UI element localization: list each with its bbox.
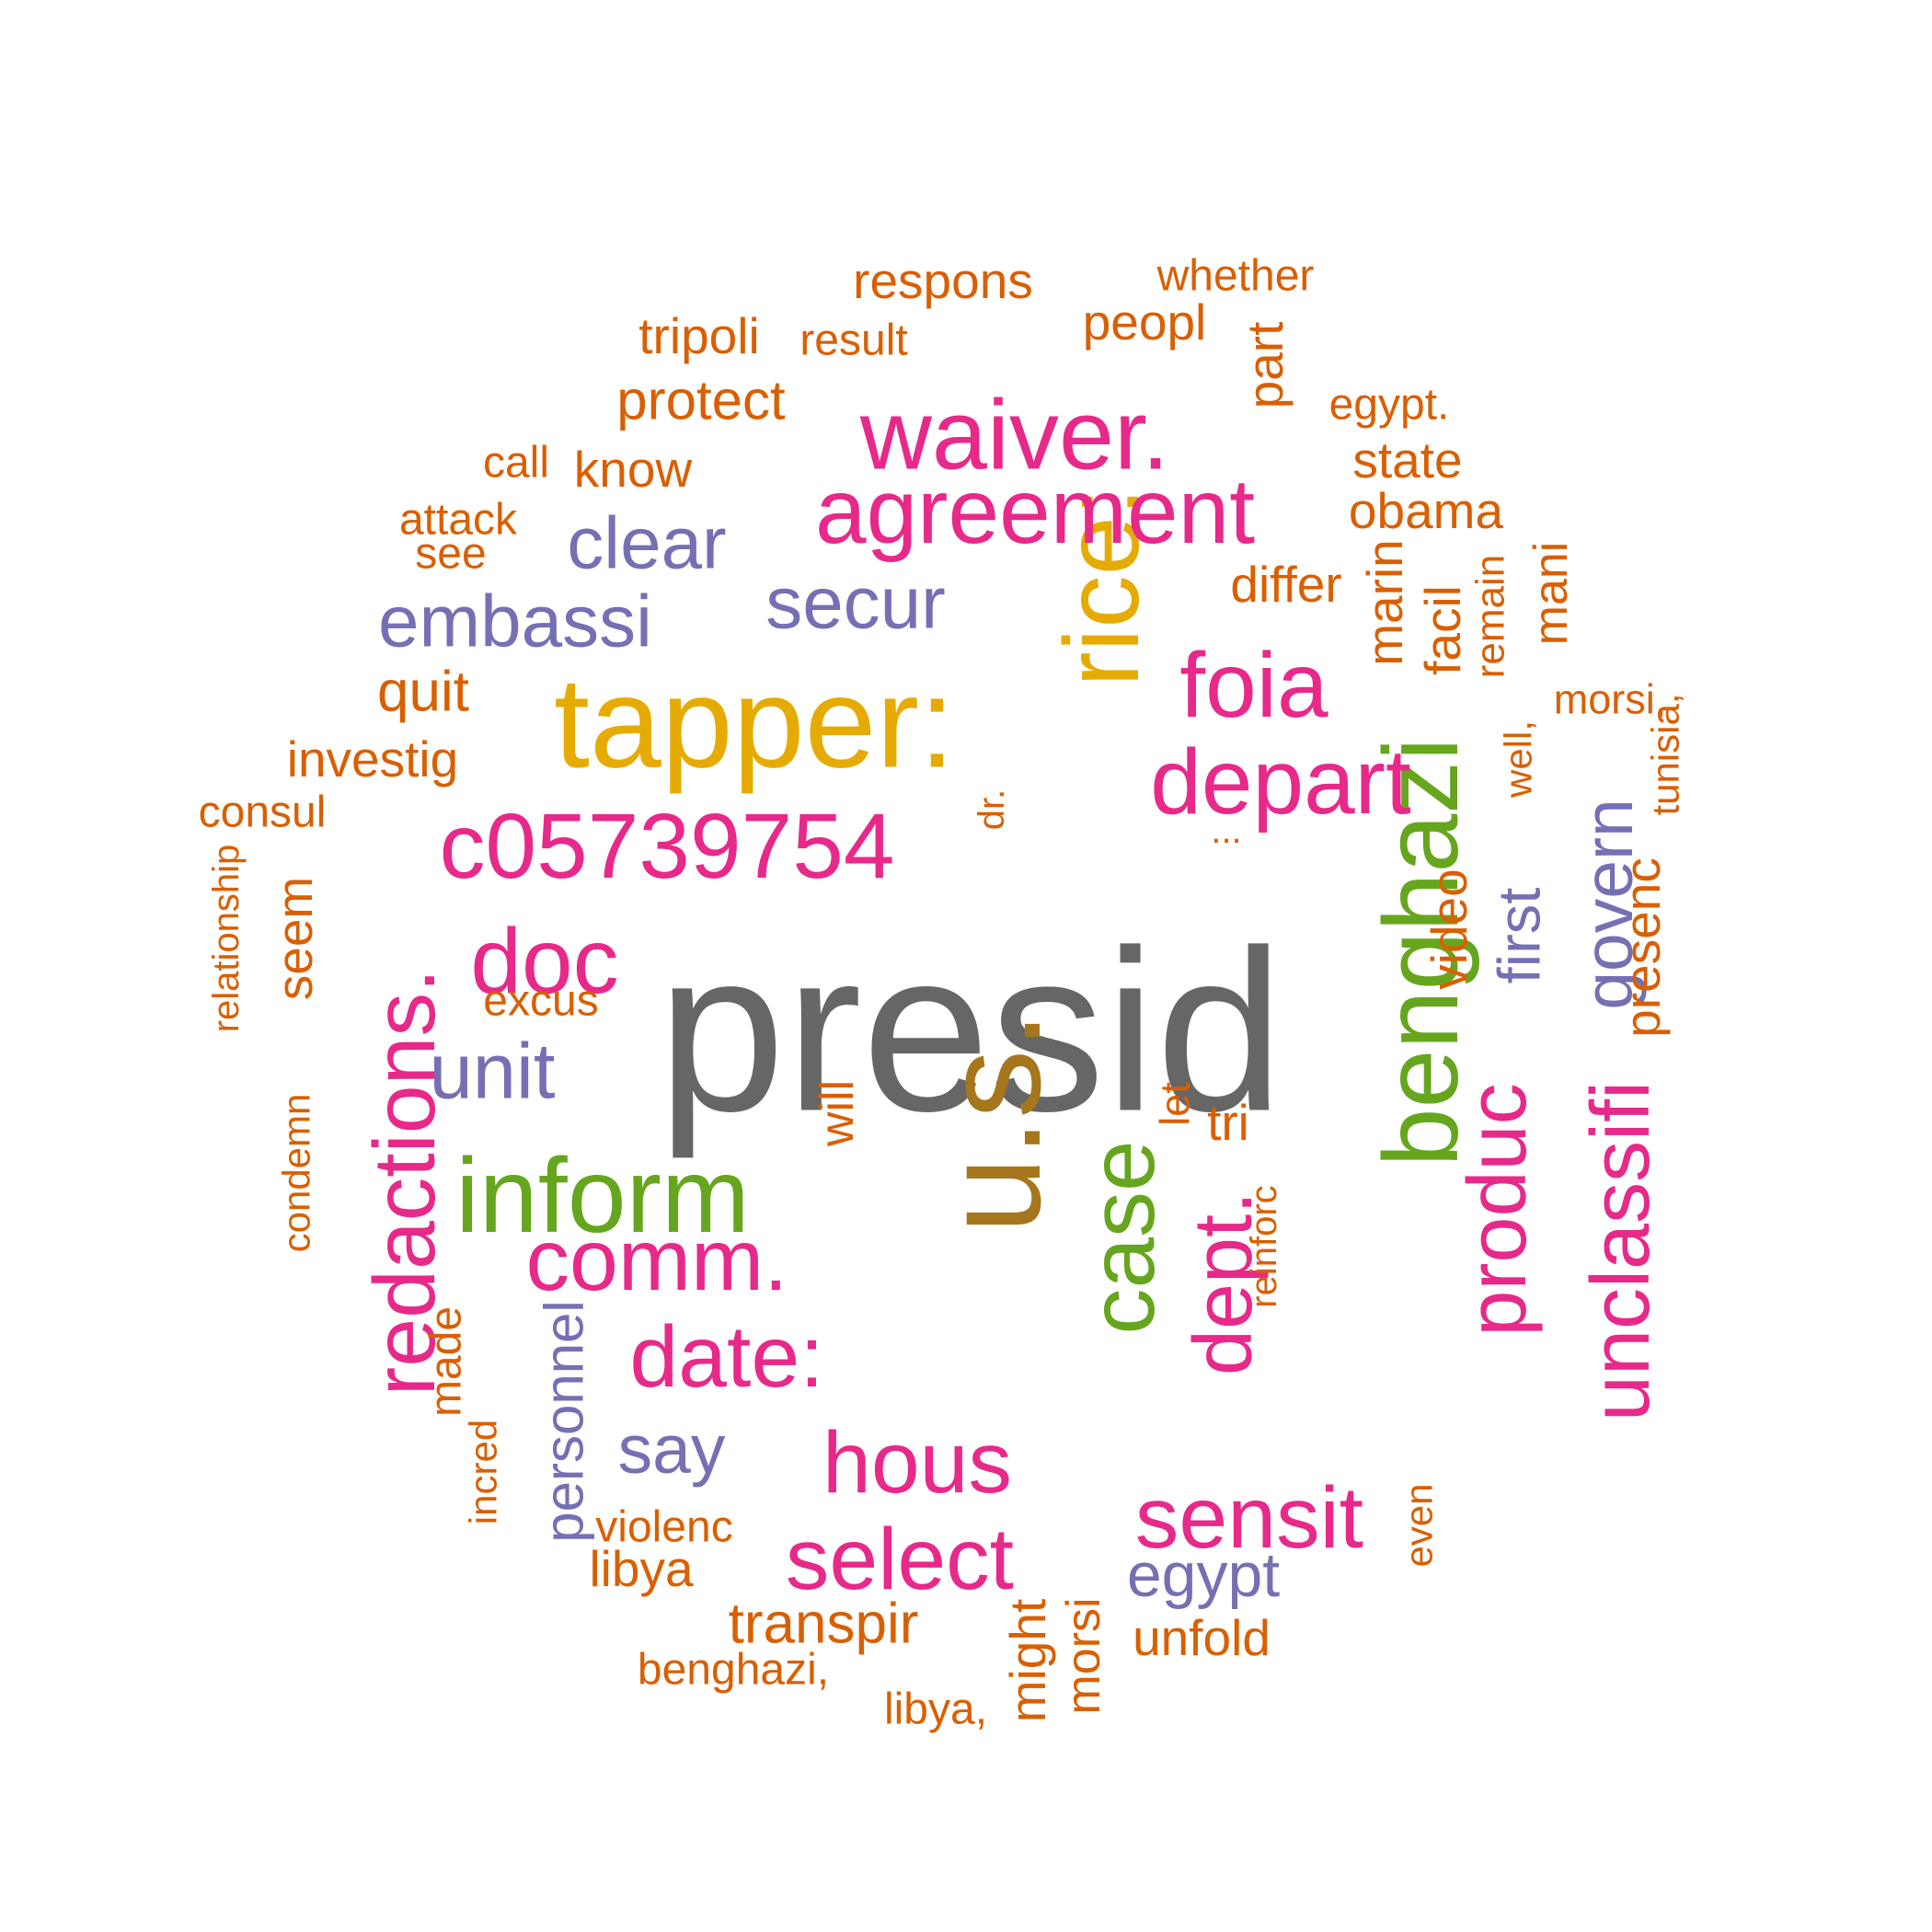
word-39: call <box>483 439 549 488</box>
word-57: ... <box>1211 811 1241 851</box>
word-10: depart <box>1150 730 1411 834</box>
word-55: well, <box>1497 720 1540 799</box>
word-60: video <box>1420 868 1478 989</box>
word-11: c05739754 <box>440 795 895 898</box>
word-50: quit <box>377 661 469 724</box>
word-52: investig <box>287 730 458 788</box>
word-31: respons <box>853 252 1033 309</box>
word-66: will <box>811 1080 864 1147</box>
word-21: unclassifi <box>1575 1081 1667 1421</box>
word-29: first <box>1486 888 1553 984</box>
word-44: see <box>415 530 486 579</box>
word-25: unit <box>429 1029 555 1116</box>
word-5: inform <box>455 1137 750 1255</box>
word-38: egypt. <box>1329 381 1450 430</box>
word-13: doc <box>470 910 618 1013</box>
word-33: tripoli <box>638 307 759 364</box>
word-8: agreement <box>815 460 1255 563</box>
word-36: part <box>1236 322 1294 409</box>
word-26: say <box>618 1410 726 1488</box>
word-14: comm. <box>526 1212 788 1309</box>
word-27: personnel <box>534 1300 595 1543</box>
word-59: seem <box>266 877 323 1001</box>
word-34: result <box>799 316 907 365</box>
word-0: presid <box>658 903 1284 1159</box>
word-62: excus <box>483 977 598 1026</box>
word-63: condemn <box>275 1094 318 1253</box>
word-48: remain <box>1468 555 1513 679</box>
word-22: clear <box>567 502 726 584</box>
word-61: presenc <box>1614 857 1671 1038</box>
word-7: waiver. <box>859 379 1169 490</box>
word-56: dr. <box>972 789 1012 830</box>
word-15: date: <box>629 1308 823 1406</box>
word-1: u.s. <box>914 1011 1069 1234</box>
word-65: tri <box>1207 1094 1249 1151</box>
word-16: hous <box>822 1414 1012 1512</box>
word-2: tapper: <box>554 650 955 795</box>
word-3: rice: <box>1043 487 1161 686</box>
word-18: sensit <box>1135 1469 1363 1567</box>
word-67: reinforc <box>1244 1185 1284 1307</box>
word-58: relationship <box>206 845 247 1033</box>
word-35: peopl <box>1083 293 1207 351</box>
word-4: benghazi <box>1363 738 1480 1167</box>
word-17: select <box>786 1511 1014 1608</box>
word-51: morsi, <box>1554 676 1667 723</box>
word-6: case <box>1071 1140 1174 1334</box>
word-37: protect <box>616 370 786 431</box>
word-72: transpir <box>729 1593 919 1656</box>
word-12: redactions. <box>356 969 454 1397</box>
word-45: differ <box>1230 556 1341 613</box>
word-53: tunisia, <box>1644 693 1687 815</box>
word-20: produc <box>1452 1083 1544 1336</box>
word-74: unfold <box>1133 1609 1271 1666</box>
word-46: marin <box>1356 539 1413 666</box>
word-24: embassi <box>378 581 652 662</box>
word-54: consul <box>199 788 327 837</box>
word-73: even <box>1397 1483 1441 1567</box>
word-77: morsi <box>1057 1597 1110 1714</box>
word-41: state <box>1352 431 1462 489</box>
word-64: let <box>1152 1082 1199 1126</box>
word-43: obama <box>1349 482 1504 539</box>
word-9: foia <box>1179 634 1328 737</box>
word-71: libya <box>589 1540 694 1597</box>
word-47: facil <box>1414 585 1471 675</box>
word-70: violenc <box>595 1503 732 1552</box>
word-76: might <box>999 1599 1056 1723</box>
word-28: egypt <box>1127 1540 1280 1610</box>
word-75: benghazi, <box>638 1646 829 1695</box>
word-69: incred <box>462 1420 505 1524</box>
word-68: made <box>422 1306 471 1417</box>
word-40: know <box>574 441 693 498</box>
word-42: attack <box>399 496 518 545</box>
word-78: libya, <box>884 1685 987 1734</box>
word-23: secur <box>765 562 946 644</box>
word-30: govern <box>1570 799 1647 1009</box>
word-32: whether <box>1156 252 1315 301</box>
word-49: mani <box>1524 542 1578 646</box>
word-19: dept. <box>1178 1191 1270 1375</box>
